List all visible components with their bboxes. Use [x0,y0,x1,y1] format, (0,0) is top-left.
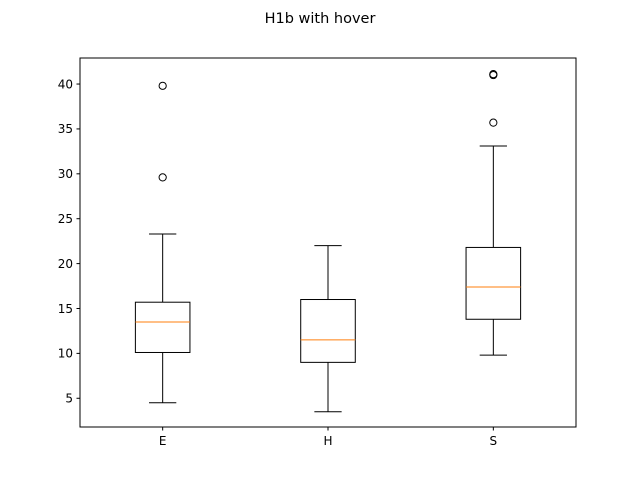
chart-title: H1b with hover [265,11,376,27]
iqr-box [134,301,191,353]
y-tick-label: 30 [58,167,73,181]
y-tick-label: 25 [58,212,73,226]
outlier-point [489,118,498,127]
x-tick-label: H [323,434,332,448]
outlier-point [158,173,167,182]
y-tick-label: 10 [58,347,73,361]
outlier-point [158,81,167,90]
y-tick-label: 40 [58,77,73,91]
x-tick-label: E [159,434,167,448]
iqr-box [465,246,522,320]
y-tick-label: 15 [58,302,73,316]
box-group-e [134,81,191,404]
y-tick-label: 5 [65,392,73,406]
box-group-h [300,245,356,413]
boxes-layer [134,70,522,413]
y-tick-label: 20 [58,257,73,271]
x-tick-label: S [490,434,498,448]
iqr-box [300,299,356,363]
y-tick-label: 35 [58,122,73,136]
y-axis: 5 10 15 20 25 30 35 40 [58,77,80,406]
outlier-point [489,70,498,79]
box-group-s [465,70,522,356]
